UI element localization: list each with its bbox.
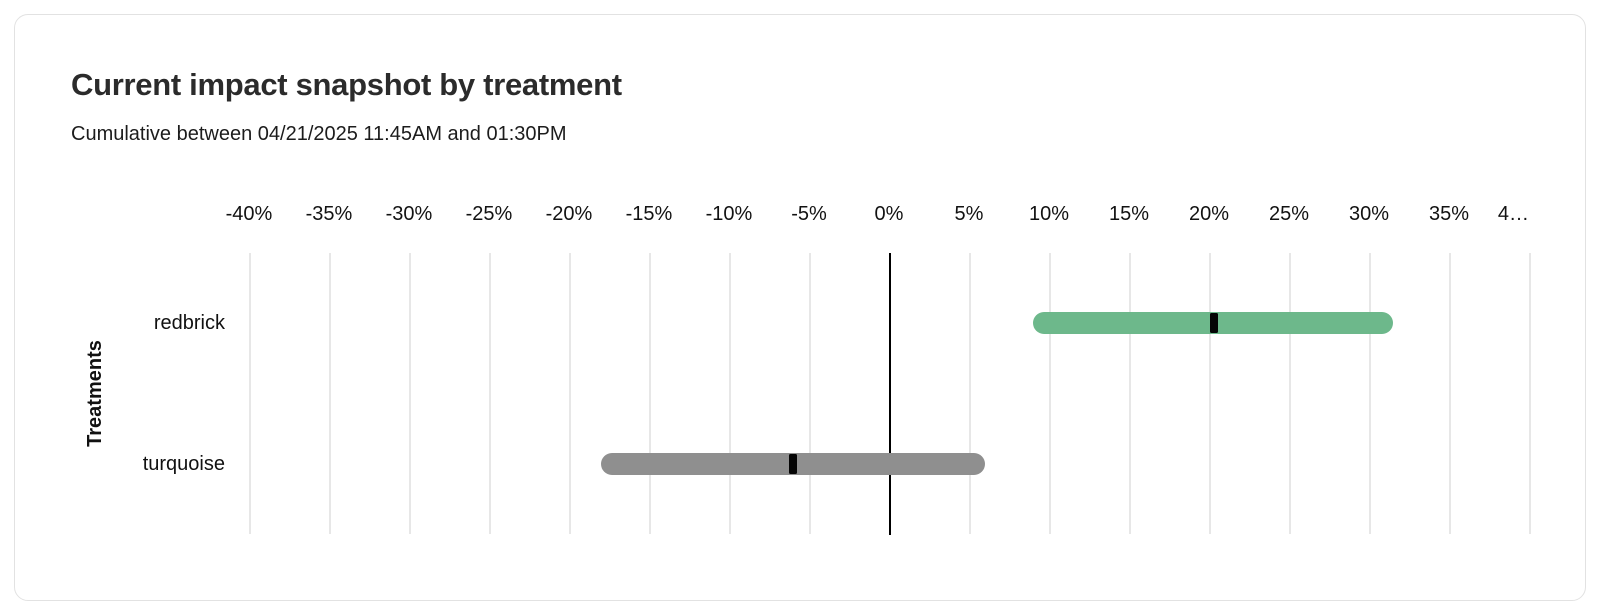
x-tick-label: 10%	[1028, 203, 1070, 225]
x-tick-label: -40%	[225, 203, 273, 225]
zero-axis-line	[889, 253, 891, 535]
estimate-marker-turquoise	[789, 453, 797, 474]
x-tick-label: 0%	[874, 203, 904, 225]
category-labels: redbrick turquoise	[15, 253, 225, 534]
gridline	[1369, 253, 1371, 534]
x-tick-label: -25%	[465, 203, 513, 225]
gridline	[1449, 253, 1451, 534]
x-tick-label: -15%	[625, 203, 673, 225]
x-tick-label: -35%	[305, 203, 353, 225]
estimate-marker-redbrick	[1209, 313, 1218, 334]
x-tick-label: 15%	[1108, 203, 1150, 225]
x-tick-label: 35%	[1428, 203, 1470, 225]
gridline	[809, 253, 811, 534]
x-tick-label: 4…	[1497, 203, 1529, 225]
gridline	[329, 253, 331, 534]
category-label-redbrick: redbrick	[153, 312, 225, 335]
x-tick-label: -20%	[545, 203, 593, 225]
gridline	[1289, 253, 1291, 534]
x-tick-label: -30%	[385, 203, 433, 225]
x-tick-label: -5%	[791, 203, 827, 225]
x-axis-tick-labels: -40% -35% -30% -25% -20% -15% -10% -5% 0% 5% 10% 15…	[226, 200, 1529, 228]
x-tick-label: 5%	[954, 203, 984, 225]
gridline	[249, 253, 251, 534]
x-tick-label: 25%	[1268, 203, 1310, 225]
category-label-turquoise: turquoise	[142, 452, 225, 475]
plot-area	[249, 253, 1531, 535]
gridline	[649, 253, 651, 534]
gridline	[489, 253, 491, 534]
x-tick-label: 20%	[1188, 203, 1230, 225]
x-tick-label: 30%	[1348, 203, 1390, 225]
chart-card: Current impact snapshot by treatment Cum…	[14, 14, 1586, 601]
interval-bar-turquoise	[601, 452, 985, 475]
gridline	[1209, 253, 1211, 534]
chart-subtitle: Cumulative between 04/21/2025 11:45AM an…	[71, 123, 567, 145]
gridline	[1049, 253, 1051, 534]
gridline	[969, 253, 971, 534]
gridline	[409, 253, 411, 534]
gridline	[569, 253, 571, 534]
gridline	[729, 253, 731, 534]
chart-title: Current impact snapshot by treatment	[71, 67, 622, 102]
x-tick-label: -10%	[705, 203, 753, 225]
gridline	[1129, 253, 1131, 534]
gridline	[1529, 253, 1531, 534]
interval-bar-redbrick	[1033, 312, 1393, 335]
